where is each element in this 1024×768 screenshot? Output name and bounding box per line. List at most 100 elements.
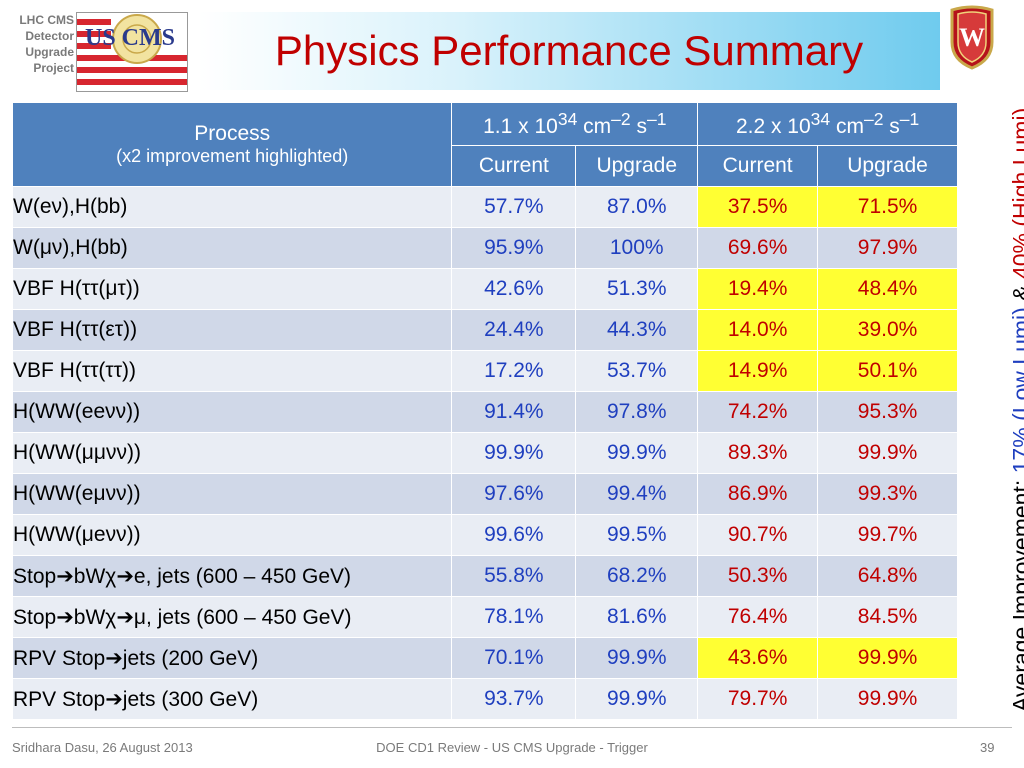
sub-header-upgrade: Upgrade bbox=[817, 145, 958, 187]
upgrade-value-cell: 81.6% bbox=[575, 596, 699, 638]
upgrade-value-cell: 53.7% bbox=[575, 350, 699, 392]
process-cell: Stop➔bWχ➔e, jets (600 – 450 GeV) bbox=[11, 555, 453, 597]
current-value-cell: 89.3% bbox=[697, 432, 819, 474]
upgrade-value-cell: 99.3% bbox=[817, 473, 958, 515]
upgrade-value-cell: 95.3% bbox=[817, 391, 958, 433]
process-header-note: (x2 improvement highlighted) bbox=[116, 146, 349, 166]
high-lumi-header: 2.2 x 1034 cm–2 s–1 bbox=[697, 102, 958, 146]
process-cell: VBF H(ττ(ετ)) bbox=[11, 309, 453, 351]
current-value-cell: 99.9% bbox=[451, 432, 577, 474]
upgrade-value-cell: 99.9% bbox=[817, 637, 958, 679]
upgrade-value-cell: 99.9% bbox=[817, 432, 958, 474]
table-row: Stop➔bWχ➔e, jets (600 – 450 GeV) 55.8% 68.… bbox=[11, 555, 958, 597]
process-cell: W(eν),H(bb) bbox=[11, 186, 453, 228]
note-low-lumi: 17% (Low Lumi) bbox=[1008, 307, 1024, 474]
note-ampersand: & bbox=[1008, 279, 1024, 307]
upgrade-value-cell: 71.5% bbox=[817, 186, 958, 228]
upgrade-value-cell: 99.7% bbox=[817, 514, 958, 556]
current-value-cell: 50.3% bbox=[697, 555, 819, 597]
current-value-cell: 93.7% bbox=[451, 678, 577, 720]
current-value-cell: 43.6% bbox=[697, 637, 819, 679]
process-cell: H(WW(μeνν)) bbox=[11, 514, 453, 556]
table-row: RPV Stop➔jets (300 GeV) 93.7% 99.9% 79.7% 99… bbox=[11, 678, 958, 720]
table-row: H(WW(eμνν)) 97.6% 99.4% 86.9% 99.3% bbox=[11, 473, 958, 515]
current-value-cell: 69.6% bbox=[697, 227, 819, 269]
table-row: H(WW(eeνν)) 91.4% 97.8% 74.2% 95.3% bbox=[11, 391, 958, 433]
wisconsin-shield-icon: W bbox=[950, 5, 994, 70]
upgrade-value-cell: 99.9% bbox=[575, 637, 699, 679]
title-band: Physics Performance Summary bbox=[198, 12, 940, 90]
table-row: Stop➔bWχ➔μ, jets (600 – 450 GeV) 78.1% 81.… bbox=[11, 596, 958, 638]
process-cell: VBF H(ττ(ττ)) bbox=[11, 350, 453, 392]
project-line: Detector bbox=[25, 29, 74, 43]
process-header: Process (x2 improvement highlighted) bbox=[11, 102, 453, 187]
upgrade-value-cell: 51.3% bbox=[575, 268, 699, 310]
process-cell: RPV Stop➔jets (300 GeV) bbox=[11, 678, 453, 720]
current-value-cell: 37.5% bbox=[697, 186, 819, 228]
sub-header-current: Current bbox=[697, 145, 819, 187]
table-row: VBF H(ττ(ετ)) 24.4% 44.3% 14.0% 39.0% bbox=[11, 309, 958, 351]
table-row: W(μν),H(bb) 95.9% 100% 69.6% 97.9% bbox=[11, 227, 958, 269]
table-row: H(WW(μμνν)) 99.9% 99.9% 89.3% 99.9% bbox=[11, 432, 958, 474]
us-cms-logo: US CMS bbox=[76, 12, 188, 92]
current-value-cell: 79.7% bbox=[697, 678, 819, 720]
upgrade-value-cell: 87.0% bbox=[575, 186, 699, 228]
process-cell: H(WW(eμνν)) bbox=[11, 473, 453, 515]
process-cell: H(WW(eeνν)) bbox=[11, 391, 453, 433]
upgrade-value-cell: 97.9% bbox=[817, 227, 958, 269]
logo-text: US CMS bbox=[85, 25, 175, 51]
upgrade-value-cell: 97.8% bbox=[575, 391, 699, 433]
current-value-cell: 55.8% bbox=[451, 555, 577, 597]
current-value-cell: 19.4% bbox=[697, 268, 819, 310]
current-value-cell: 95.9% bbox=[451, 227, 577, 269]
process-cell: W(μν),H(bb) bbox=[11, 227, 453, 269]
upgrade-value-cell: 64.8% bbox=[817, 555, 958, 597]
current-value-cell: 99.6% bbox=[451, 514, 577, 556]
current-value-cell: 90.7% bbox=[697, 514, 819, 556]
page-number: 39 bbox=[980, 740, 995, 755]
upgrade-value-cell: 39.0% bbox=[817, 309, 958, 351]
upgrade-value-cell: 68.2% bbox=[575, 555, 699, 597]
process-cell: H(WW(μμνν)) bbox=[11, 432, 453, 474]
current-value-cell: 78.1% bbox=[451, 596, 577, 638]
upgrade-value-cell: 99.5% bbox=[575, 514, 699, 556]
current-value-cell: 70.1% bbox=[451, 637, 577, 679]
current-value-cell: 76.4% bbox=[697, 596, 819, 638]
upgrade-value-cell: 99.9% bbox=[575, 678, 699, 720]
sub-header-current: Current bbox=[451, 145, 577, 187]
table-body: W(eν),H(bb) 57.7% 87.0% 37.5% 71.5% W(μν),H(b… bbox=[11, 186, 958, 720]
page-title: Physics Performance Summary bbox=[274, 27, 864, 74]
upgrade-value-cell: 84.5% bbox=[817, 596, 958, 638]
footer-divider bbox=[12, 727, 1012, 728]
project-line: Upgrade bbox=[25, 45, 74, 59]
current-value-cell: 86.9% bbox=[697, 473, 819, 515]
project-line: LHC CMS bbox=[19, 13, 74, 27]
note-prefix: Average Improvement: bbox=[1008, 479, 1024, 712]
upgrade-value-cell: 50.1% bbox=[817, 350, 958, 392]
upgrade-value-cell: 44.3% bbox=[575, 309, 699, 351]
current-value-cell: 14.9% bbox=[697, 350, 819, 392]
current-value-cell: 91.4% bbox=[451, 391, 577, 433]
current-value-cell: 14.0% bbox=[697, 309, 819, 351]
table-row: H(WW(μeνν)) 99.6% 99.5% 90.7% 99.7% bbox=[11, 514, 958, 556]
table-row: RPV Stop➔jets (200 GeV) 70.1% 99.9% 43.6% 99… bbox=[11, 637, 958, 679]
upgrade-value-cell: 48.4% bbox=[817, 268, 958, 310]
process-cell: Stop➔bWχ➔μ, jets (600 – 450 GeV) bbox=[11, 596, 453, 638]
sub-header-upgrade: Upgrade bbox=[575, 145, 699, 187]
project-line: Project bbox=[33, 61, 74, 75]
process-header-label: Process bbox=[194, 122, 271, 145]
table-row: W(eν),H(bb) 57.7% 87.0% 37.5% 71.5% bbox=[11, 186, 958, 228]
low-lumi-header: 1.1 x 1034 cm–2 s–1 bbox=[451, 102, 699, 146]
process-cell: RPV Stop➔jets (200 GeV) bbox=[11, 637, 453, 679]
upgrade-value-cell: 99.4% bbox=[575, 473, 699, 515]
process-cell: VBF H(ττ(μτ)) bbox=[11, 268, 453, 310]
average-improvement-note: Average Improvement: 17% (Low Lumi) & 40… bbox=[1008, 108, 1024, 712]
current-value-cell: 74.2% bbox=[697, 391, 819, 433]
upgrade-value-cell: 99.9% bbox=[817, 678, 958, 720]
note-high-lumi: 40% (High Lumi) bbox=[1008, 107, 1024, 280]
table-row: VBF H(ττ(μτ)) 42.6% 51.3% 19.4% 48.4% bbox=[11, 268, 958, 310]
project-label: LHC CMS Detector Upgrade Project bbox=[0, 12, 74, 76]
svg-text:W: W bbox=[959, 23, 985, 52]
footer-event: DOE CD1 Review - US CMS Upgrade - Trigge… bbox=[376, 740, 648, 755]
current-value-cell: 97.6% bbox=[451, 473, 577, 515]
